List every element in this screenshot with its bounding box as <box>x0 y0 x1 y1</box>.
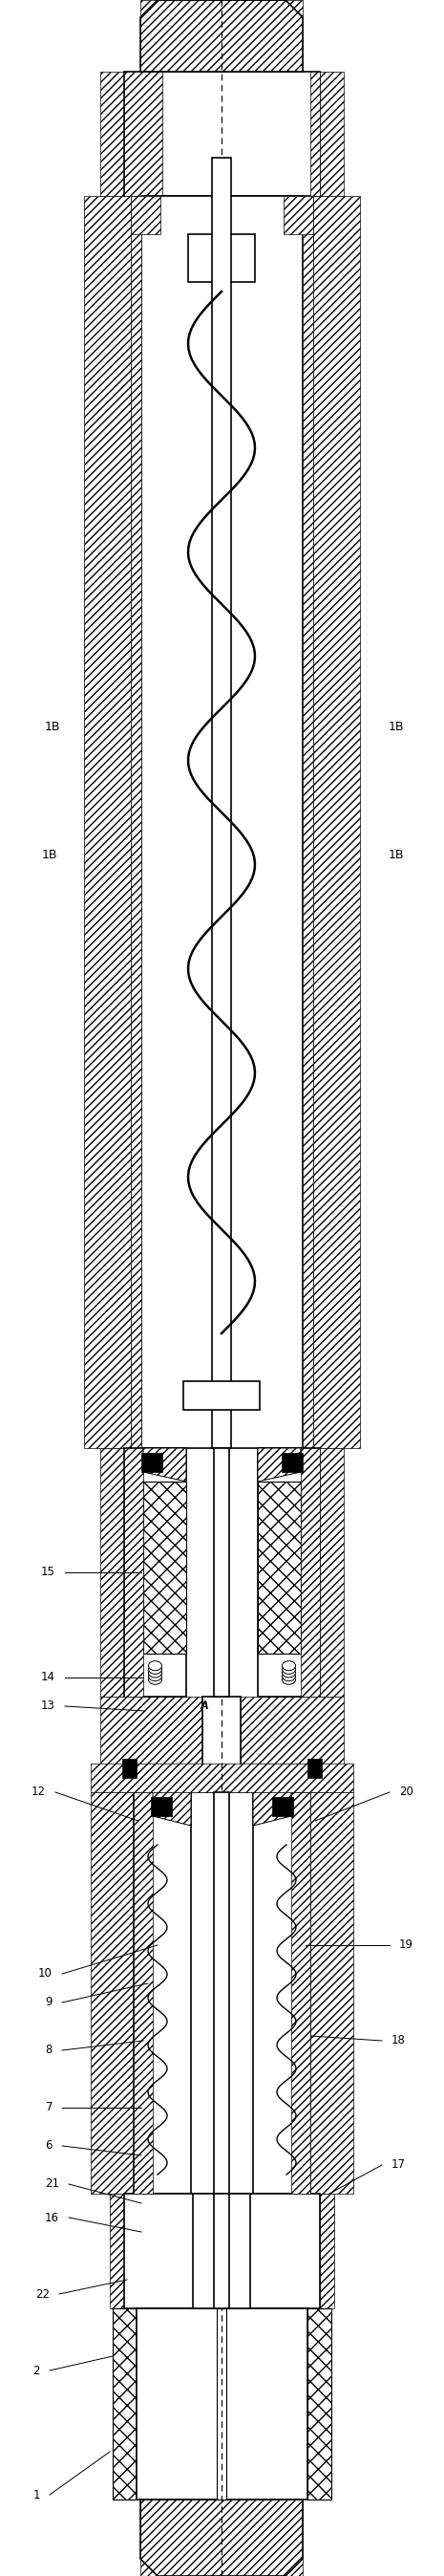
Ellipse shape <box>148 1662 162 1672</box>
Bar <box>140 2499 303 2576</box>
Bar <box>313 196 360 1448</box>
Bar <box>100 1698 344 1793</box>
Bar <box>124 1448 143 1698</box>
Bar <box>151 1798 172 1816</box>
Bar <box>124 1448 186 1698</box>
Bar <box>291 1793 310 2195</box>
Bar <box>143 1481 186 1654</box>
Text: 15: 15 <box>41 1566 56 1579</box>
Text: 21: 21 <box>45 2177 59 2190</box>
Polygon shape <box>253 1793 291 1826</box>
Polygon shape <box>140 0 303 72</box>
Bar <box>214 2195 229 2308</box>
Bar <box>188 234 217 281</box>
Bar <box>284 196 313 234</box>
Bar <box>137 2308 307 2499</box>
Bar <box>307 1759 322 1777</box>
Ellipse shape <box>282 1674 296 1685</box>
Text: 20: 20 <box>399 1785 413 1798</box>
Text: 1B: 1B <box>45 721 60 732</box>
Text: 2: 2 <box>33 2365 40 2378</box>
Bar <box>183 1381 260 1409</box>
Bar <box>140 0 303 72</box>
Text: 22: 22 <box>36 2287 50 2300</box>
Bar <box>131 196 160 234</box>
Bar <box>253 1793 310 2195</box>
Bar <box>307 2308 331 2499</box>
Ellipse shape <box>282 1664 296 1674</box>
Text: 13: 13 <box>41 1700 56 1713</box>
Bar <box>134 1793 153 2195</box>
Polygon shape <box>153 1793 191 1826</box>
Bar <box>310 72 320 196</box>
Bar <box>217 2308 226 2499</box>
Bar <box>214 1793 229 2195</box>
Bar <box>124 72 163 196</box>
Bar <box>226 234 255 281</box>
Bar <box>110 2195 124 2308</box>
Bar <box>212 157 231 1448</box>
Bar <box>122 1759 137 1777</box>
Ellipse shape <box>282 1662 296 1672</box>
Bar <box>100 1448 124 1698</box>
Bar <box>310 1793 353 2195</box>
Text: A: A <box>201 1700 208 1713</box>
Text: 14: 14 <box>41 1672 56 1685</box>
Bar <box>320 1448 344 1698</box>
Polygon shape <box>140 2499 303 2576</box>
Bar <box>91 1793 134 2195</box>
Text: 18: 18 <box>392 2035 406 2048</box>
Bar <box>124 72 320 196</box>
Ellipse shape <box>148 1664 162 1674</box>
Bar <box>84 196 131 1448</box>
Text: 19: 19 <box>399 1940 413 1953</box>
Text: 9: 9 <box>45 1996 52 2009</box>
Bar <box>301 1448 320 1698</box>
Bar <box>91 1765 353 1793</box>
Text: 6: 6 <box>45 2141 52 2151</box>
Text: 17: 17 <box>392 2159 406 2172</box>
Polygon shape <box>143 1448 186 1481</box>
Bar <box>193 2195 250 2308</box>
Polygon shape <box>258 1448 301 1481</box>
Bar <box>141 1453 163 1471</box>
Bar <box>113 2308 137 2499</box>
Bar <box>202 1698 241 1793</box>
Text: 1B: 1B <box>388 721 404 732</box>
Ellipse shape <box>148 1667 162 1677</box>
Bar <box>124 2195 320 2308</box>
Text: 10: 10 <box>38 1968 52 1981</box>
Bar <box>131 196 141 1448</box>
Bar <box>214 1448 229 1698</box>
Bar <box>134 1793 191 2195</box>
Bar <box>100 72 124 196</box>
Bar <box>303 196 313 1448</box>
Text: A: A <box>201 1700 208 1710</box>
Bar <box>281 1453 303 1471</box>
Text: 7: 7 <box>45 2102 52 2115</box>
Text: 16: 16 <box>45 2210 59 2223</box>
Text: 1B: 1B <box>388 850 404 863</box>
Text: 8: 8 <box>45 2045 52 2056</box>
Ellipse shape <box>282 1672 296 1682</box>
Bar <box>272 1798 293 1816</box>
Text: 1: 1 <box>33 2488 40 2501</box>
Bar <box>320 72 344 196</box>
Bar <box>320 2195 334 2308</box>
Text: 1B: 1B <box>42 850 58 863</box>
Ellipse shape <box>148 1672 162 1682</box>
Text: 12: 12 <box>32 1785 46 1798</box>
Bar <box>141 196 303 1448</box>
Ellipse shape <box>282 1667 296 1677</box>
Ellipse shape <box>148 1674 162 1685</box>
Bar <box>258 1481 301 1654</box>
Bar <box>258 1448 320 1698</box>
